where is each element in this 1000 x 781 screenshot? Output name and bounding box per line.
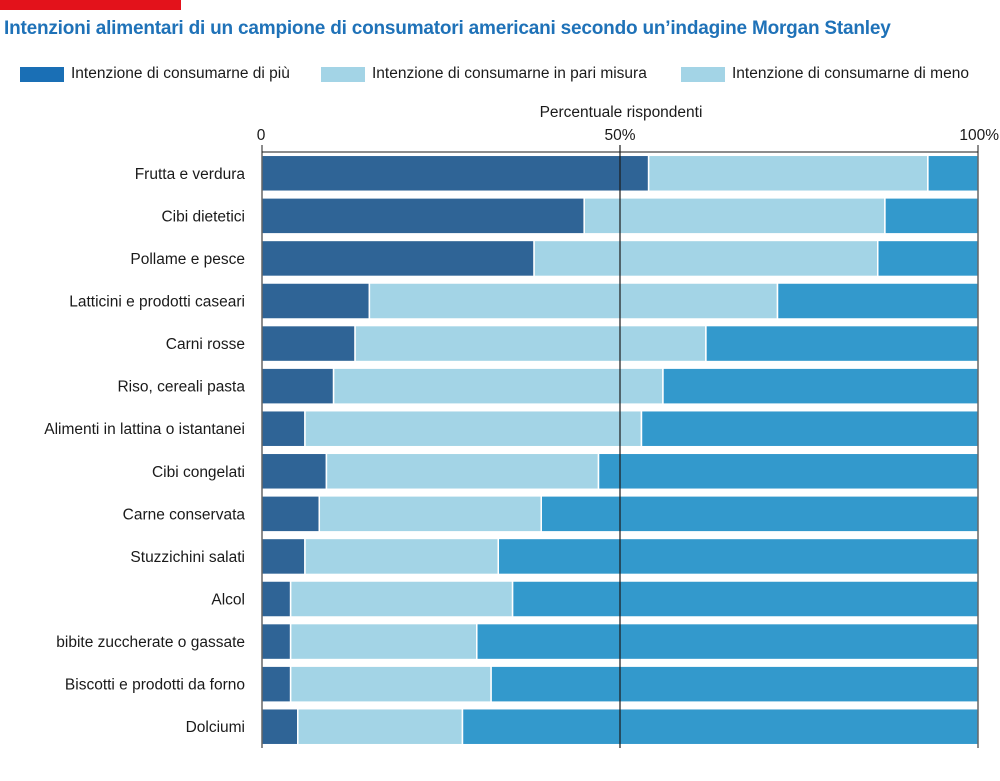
- legend-swatch-same: [321, 66, 365, 82]
- bar-segment: [497, 537, 979, 576]
- bar-segment: [261, 367, 335, 405]
- bar-segment: [325, 452, 600, 491]
- bar-segment: [289, 622, 478, 661]
- bar-segment: [705, 324, 979, 363]
- legend-item-less: Intenzione di consumarne di meno: [681, 65, 969, 83]
- category-label: Cibi congelati: [152, 464, 245, 481]
- x-tick-label: 50%: [604, 127, 635, 144]
- bar-segment: [261, 580, 292, 618]
- bar-segment: [511, 580, 979, 618]
- legend-item-more: Intenzione di consumarne di più: [20, 65, 290, 83]
- x-axis-ticks: 0 50% 100%: [257, 127, 999, 152]
- bar-segment: [261, 282, 371, 320]
- bar-segment: [354, 324, 707, 363]
- bar-segment: [461, 707, 979, 746]
- category-label: Alcol: [211, 592, 245, 609]
- x-axis-label: Percentuale rispondenti: [540, 104, 703, 121]
- bar-segment: [490, 665, 979, 703]
- bar-segment: [261, 707, 299, 746]
- x-tick-label: 0: [257, 127, 266, 144]
- bar-segment: [289, 665, 492, 703]
- bar-segment: [261, 197, 585, 235]
- category-label: Frutta e verdura: [135, 166, 246, 183]
- legend-item-same: Intenzione di consumarne in pari misura: [321, 65, 647, 83]
- bar-segment: [261, 665, 292, 703]
- bar-segment: [304, 409, 643, 448]
- bar-segment: [927, 154, 979, 193]
- category-label: Stuzzichini salati: [130, 549, 245, 566]
- accent-bar: [0, 0, 181, 10]
- bar-segment: [304, 537, 500, 576]
- bar-segment: [647, 154, 929, 193]
- bar-segment: [261, 622, 292, 661]
- bar-segment: [877, 239, 979, 278]
- category-label: Alimenti in lattina o istantanei: [44, 421, 245, 438]
- category-label: Riso, cereali pasta: [117, 379, 245, 396]
- bar-segment: [261, 495, 321, 533]
- bar-segment: [776, 282, 979, 320]
- legend: Intenzione di consumarne di più Intenzio…: [0, 65, 1000, 89]
- bar-segment: [583, 197, 886, 235]
- bar-segment: [289, 580, 514, 618]
- bar-segment: [533, 239, 879, 278]
- bar-segment: [261, 452, 328, 491]
- bar-segment: [540, 495, 979, 533]
- chart-title: Intenzioni alimentari di un campione di …: [4, 18, 891, 39]
- category-label: Dolciumi: [186, 719, 245, 736]
- legend-label-same: Intenzione di consumarne in pari misura: [372, 65, 647, 82]
- bar-segment: [332, 367, 664, 405]
- bar-segment: [261, 324, 356, 363]
- bar-segment: [884, 197, 979, 235]
- bar-segment: [597, 452, 979, 491]
- legend-swatch-more: [20, 66, 64, 82]
- plot-frame: [261, 145, 979, 748]
- legend-swatch-less: [681, 66, 725, 82]
- bar-segment: [261, 537, 306, 576]
- category-label: Biscotti e prodotti da forno: [65, 677, 245, 694]
- legend-label-more: Intenzione di consumarne di più: [71, 65, 290, 82]
- bar-segment: [640, 409, 979, 448]
- category-label: Pollame e pesce: [130, 251, 245, 268]
- legend-label-less: Intenzione di consumarne di meno: [732, 65, 969, 82]
- x-tick-label: 100%: [959, 127, 999, 144]
- bar-segment: [297, 707, 464, 746]
- bar-segment: [318, 495, 542, 533]
- category-label: Latticini e prodotti caseari: [69, 294, 245, 311]
- category-label: Carne conservata: [123, 506, 246, 523]
- category-label: bibite zuccherate o gassate: [56, 634, 245, 651]
- bars-group: [261, 154, 979, 746]
- category-label: Carni rosse: [166, 336, 245, 353]
- category-labels: Frutta e verdura Cibi dietetici Pollame e …: [44, 166, 245, 736]
- bar-segment: [261, 409, 306, 448]
- bar-segment: [662, 367, 979, 405]
- bar-segment: [476, 622, 979, 661]
- bar-segment: [368, 282, 779, 320]
- bar-segment: [261, 239, 535, 278]
- category-label: Cibi dietetici: [161, 208, 245, 225]
- bar-segment: [261, 154, 650, 193]
